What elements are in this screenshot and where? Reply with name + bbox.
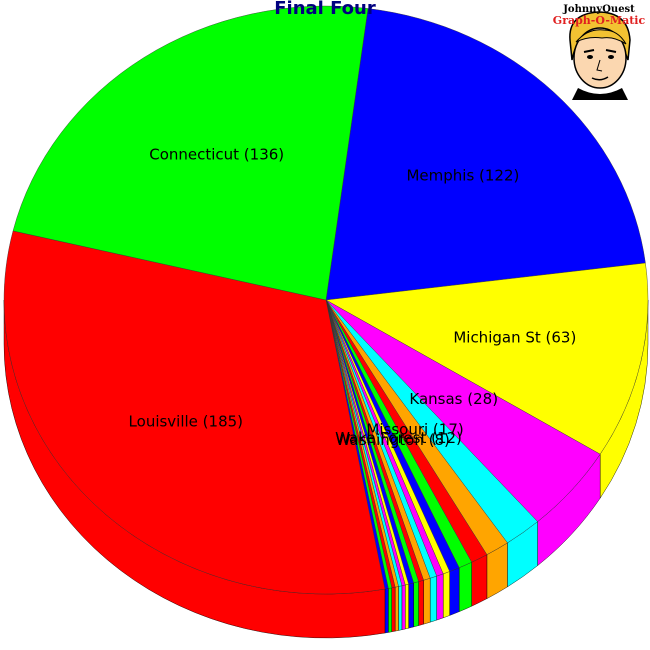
slice-label-7: Washington (8) [336,431,450,449]
slice-label-23: Connecticut (136) [149,146,284,164]
pie-slice-side-21 [384,588,389,634]
pie-slice-side-19 [391,586,396,633]
slice-label-0: Memphis (122) [406,167,519,185]
logo-text-graph-o-matic: Graph-O-Matic [552,14,646,27]
slice-label-22: Louisville (185) [129,412,243,430]
pie-slice-side-14 [408,582,414,629]
pie-slice-side-18 [394,586,399,632]
slice-label-2: Kansas (28) [409,390,498,408]
chart-title: Final Four [274,0,376,19]
pie-slice-side-16 [401,584,406,630]
pie-side-walls [3,299,649,639]
slice-label-1: Michigan St (63) [453,328,576,346]
slice-label-4: Missouri (17) [366,420,463,438]
pie-slice-side-12 [418,579,424,626]
slice-label-6: Wake Forest (12) [335,429,462,447]
pie-slice-23 [12,5,369,301]
pie-slice-side-9 [436,573,444,621]
pie-slice-side-7 [449,567,460,616]
pie-slice-side-13 [413,581,419,628]
pie-slice-side-6 [458,561,472,612]
pie-slice-0 [325,8,646,301]
logo-text-johnnyquest: JohnnyQuest [563,4,635,15]
pie-slice-1 [325,262,649,455]
pie-slice-side-11 [423,577,431,625]
pie-slice-side-5 [471,554,488,607]
pie-top-face [3,5,649,595]
pie-slice-side-17 [398,585,403,631]
cartoon-face-icon [569,11,631,100]
pie-slice-side-15 [405,583,409,630]
pie-slice-side-10 [429,575,437,623]
pie-slice-22 [3,230,386,595]
pie-slice-side-8 [442,571,450,619]
pie-labels: Memphis (122) Michigan St (63) Kansas (28)… [129,146,577,450]
graph-o-matic-logo: JohnnyQuest Graph-O-Matic [548,0,650,100]
pie-slice-side-20 [388,587,392,633]
